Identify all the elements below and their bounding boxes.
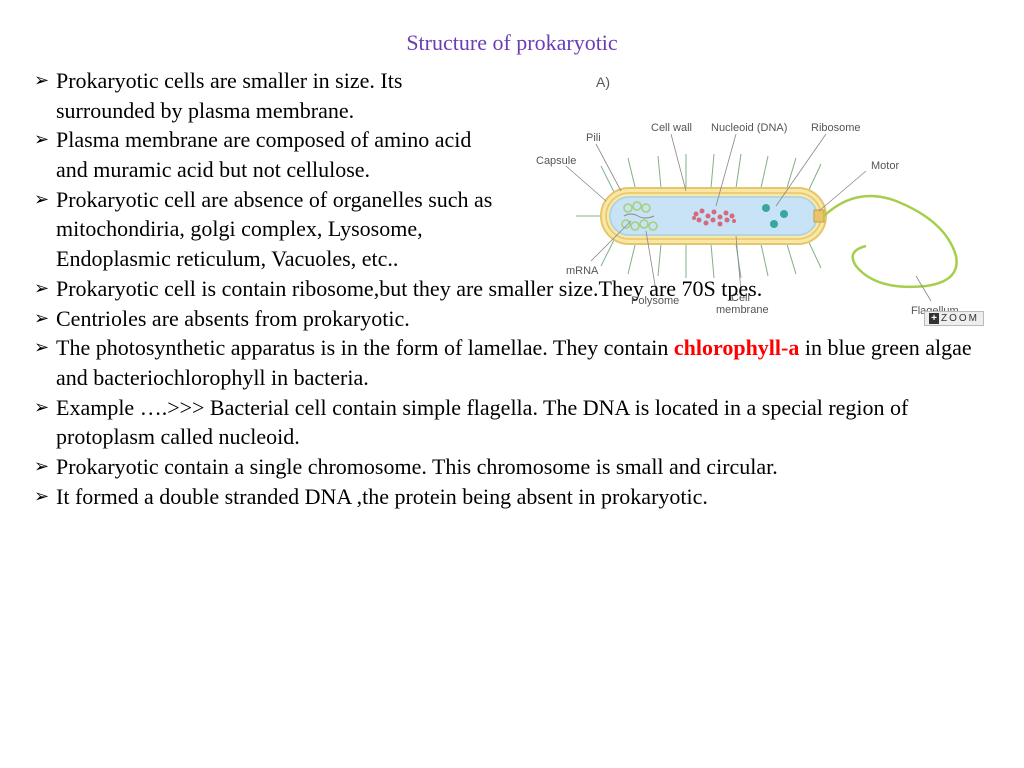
label-pili: Pili [586,132,601,144]
bullet-arrow-icon: ➢ [34,335,49,359]
top-section: ➢Prokaryotic cells are smaller in size. … [56,66,984,274]
bullet-9: ➢ It formed a double stranded DNA ,the p… [56,482,984,512]
bullet-3-text: Prokaryotic cell are absence of organell… [56,187,492,271]
diagram-letter: A) [596,74,610,90]
label-ribosome: Ribosome [811,122,861,134]
label-capsule: Capsule [536,155,576,167]
bullet-7-text: Example ….>>> Bacterial cell contain sim… [56,395,908,450]
bullet-arrow-icon: ➢ [34,454,49,478]
bullet-arrow-icon: ➢ [34,187,49,211]
bullet-7: ➢ Example ….>>> Bacterial cell contain s… [56,393,984,452]
bullet-arrow-icon: ➢ [34,395,49,419]
label-cellwall: Cell wall [651,122,692,134]
bullet-6-red: chlorophyll-a [674,335,800,360]
bullet-4-text: Prokaryotic cell is contain ribosome,but… [56,276,762,301]
bullet-8: ➢ Prokaryotic contain a single chromosom… [56,452,984,482]
bullet-arrow-icon: ➢ [34,306,49,330]
bullet-5: ➢Centrioles are absents from prokaryotic… [56,304,984,334]
bullet-1: ➢Prokaryotic cells are smaller in size. … [56,66,496,125]
motor-shape [814,210,824,222]
bullet-6a-text: The photosynthetic apparatus is in the f… [56,335,674,360]
bullet-5-text: Centrioles are absents from prokaryotic. [56,306,410,331]
bullet-8-text: Prokaryotic contain a single chromosome.… [56,454,778,479]
bullet-arrow-icon: ➢ [34,484,49,508]
bullet-1-text: Prokaryotic cells are smaller in size. I… [56,68,402,123]
label-nucleoid: Nucleoid (DNA) [711,122,787,134]
bullet-arrow-icon: ➢ [34,68,49,92]
bullet-2: ➢Plasma membrane are composed of amino a… [56,125,496,184]
bullet-4: ➢Prokaryotic cell is contain ribosome,bu… [56,274,984,304]
content-area: ➢ Prokaryotic cells are smaller in size. … [0,66,1024,511]
diagram-area: A) [496,66,984,274]
left-text-column: ➢Prokaryotic cells are smaller in size. … [56,66,496,274]
bullet-2-text: Plasma membrane are composed of amino ac… [56,127,471,182]
bullet-6: ➢The photosynthetic apparatus is in the … [56,333,984,392]
bullet-9-text: It formed a double stranded DNA ,the pro… [56,484,708,509]
bullet-arrow-icon: ➢ [34,276,49,300]
bullet-arrow-icon: ➢ [34,127,49,151]
label-motor: Motor [871,160,899,172]
bullet-3: ➢Prokaryotic cell are absence of organel… [56,185,496,274]
page-title: Structure of prokaryotic [0,0,1024,66]
